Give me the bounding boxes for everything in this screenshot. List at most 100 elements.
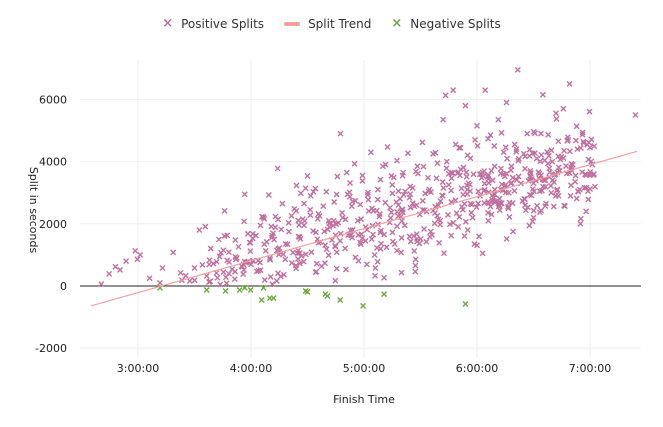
data-point-marker [545,131,552,138]
data-point-marker [320,203,327,210]
data-point-marker [196,227,203,234]
data-point-marker [435,216,442,223]
data-point-marker [455,169,462,176]
data-point-marker [503,170,510,177]
data-point-marker [482,87,489,94]
data-point-marker [500,149,507,156]
data-point-marker [307,212,314,219]
data-point-marker [301,217,308,224]
data-point-marker [429,232,436,238]
data-point-marker [307,206,314,213]
data-point-marker [471,241,478,248]
data-point-marker [213,258,220,265]
data-point-marker [491,163,498,170]
data-point-marker [505,203,512,210]
data-point-marker [457,144,464,151]
data-point-marker [257,267,264,274]
data-point-marker [389,181,396,188]
data-point-marker [588,158,595,165]
data-point-marker [437,198,444,205]
data-point-marker [497,170,504,177]
data-point-marker [585,196,592,203]
data-point-marker [221,232,228,239]
data-point-marker [419,139,426,146]
data-point-marker [348,203,355,210]
data-point-marker [298,253,305,260]
data-point-marker [325,217,332,224]
data-point-marker [268,223,275,230]
data-point-marker [591,143,598,150]
data-point-marker [515,173,522,180]
negative-splits-series [156,284,469,309]
data-point-marker [323,188,330,195]
data-point-marker [321,228,328,235]
data-point-marker [432,149,439,156]
data-point-marker [342,266,349,273]
data-point-marker [384,143,391,150]
data-point-marker [407,238,414,245]
data-point-marker [474,122,480,129]
data-point-marker [413,202,420,209]
data-point-marker [560,105,567,112]
data-point-marker [285,219,292,226]
data-point-marker [479,250,486,257]
data-point-marker [333,191,340,198]
data-point-marker [440,185,447,192]
data-point-marker [538,207,545,214]
data-point-marker [262,247,269,254]
data-point-marker [488,167,495,174]
data-point-marker [560,155,567,161]
data-point-marker [567,192,574,199]
data-point-marker [561,147,568,154]
data-point-marker [437,221,444,228]
data-point-marker [421,225,428,232]
data-point-marker [515,157,522,164]
data-point-marker [577,220,584,227]
legend-negative[interactable]: × Negative Splits [391,17,500,31]
data-point-marker [398,249,405,256]
data-point-marker [248,261,255,268]
legend-negative-label: Negative Splits [410,17,501,31]
data-point-marker [374,196,381,203]
data-point-marker [203,287,210,294]
data-point-marker [566,80,573,87]
data-point-marker [285,228,292,235]
data-point-marker [267,273,274,280]
data-point-marker [450,219,457,226]
data-point-marker [357,239,364,246]
data-point-marker [521,202,528,209]
data-point-marker [351,160,358,167]
data-point-marker [170,249,177,256]
data-point-marker [347,180,354,186]
data-point-marker [235,243,242,250]
data-point-marker [481,186,488,193]
data-point-marker [439,179,446,186]
data-point-marker [182,272,189,279]
data-point-marker [522,153,529,160]
data-point-marker [335,219,342,226]
data-point-marker [587,185,594,192]
data-point-marker [395,188,402,195]
data-point-marker [269,281,276,288]
data-point-marker [579,129,586,136]
data-point-marker [358,231,365,238]
data-point-marker [279,200,286,207]
data-point-marker [393,199,400,206]
data-point-marker [406,194,413,201]
data-point-marker [389,238,396,245]
legend-trend[interactable]: Split Trend [284,17,371,31]
data-point-marker [455,223,462,230]
data-point-marker [382,161,389,168]
data-point-marker [339,214,346,221]
data-point-marker [414,170,421,177]
data-point-marker [511,187,518,194]
split-trend-line [90,150,638,307]
data-point-marker [206,257,213,264]
data-point-marker [295,217,302,224]
data-point-marker [282,256,289,263]
trend-line-icon [284,22,301,26]
data-point-marker [191,277,198,284]
data-point-marker [399,209,406,216]
legend-positive[interactable]: × Positive Splits [162,17,264,31]
data-point-marker [458,185,465,192]
